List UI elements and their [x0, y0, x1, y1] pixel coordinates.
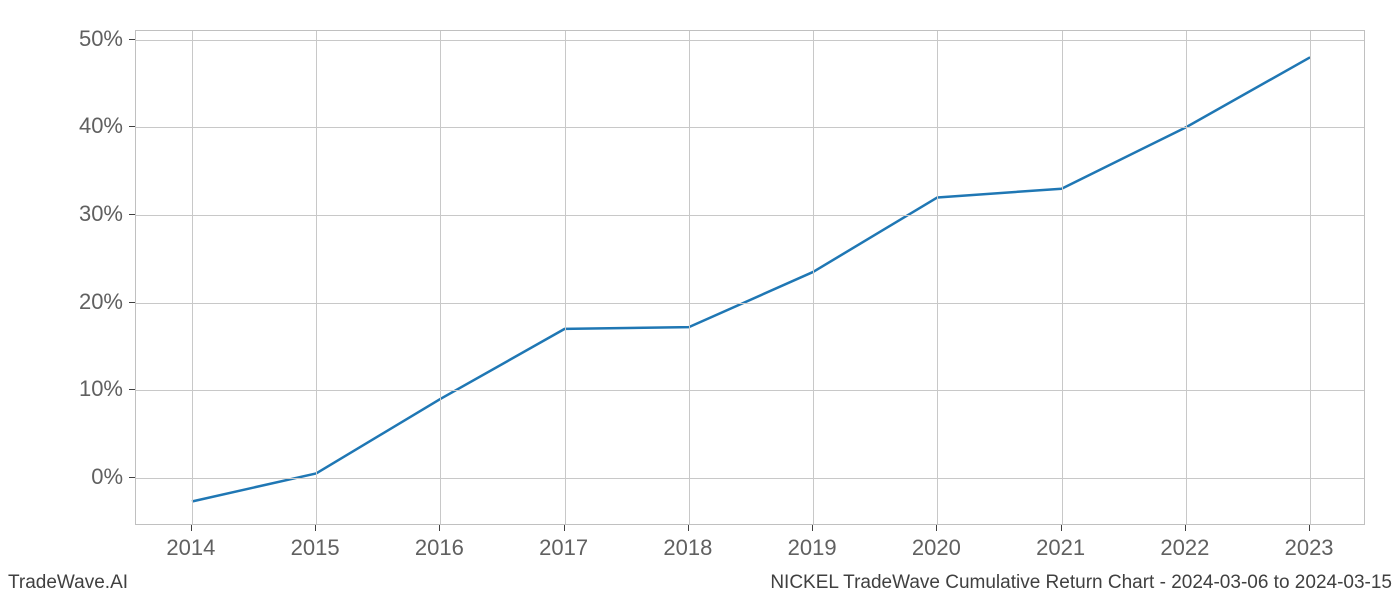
grid-line-vertical [316, 31, 317, 524]
grid-line-horizontal [136, 478, 1364, 479]
y-tick-label: 0% [75, 464, 123, 490]
x-tick-label: 2016 [415, 535, 464, 561]
x-tick-label: 2017 [539, 535, 588, 561]
y-tick-label: 40% [75, 113, 123, 139]
grid-line-horizontal [136, 303, 1364, 304]
grid-line-horizontal [136, 40, 1364, 41]
grid-line-vertical [689, 31, 690, 524]
grid-line-horizontal [136, 127, 1364, 128]
y-tick-mark [129, 302, 135, 303]
x-tick-label: 2018 [663, 535, 712, 561]
x-tick-mark [936, 525, 937, 531]
grid-line-vertical [1186, 31, 1187, 524]
grid-line-vertical [440, 31, 441, 524]
x-tick-label: 2014 [166, 535, 215, 561]
plot-area [135, 30, 1365, 525]
x-tick-label: 2019 [788, 535, 837, 561]
y-tick-label: 50% [75, 26, 123, 52]
x-tick-mark [812, 525, 813, 531]
grid-line-vertical [565, 31, 566, 524]
x-tick-mark [564, 525, 565, 531]
footer-brand: TradeWave.AI [8, 572, 128, 594]
y-tick-label: 30% [75, 201, 123, 227]
y-tick-mark [129, 214, 135, 215]
grid-line-vertical [1062, 31, 1063, 524]
x-tick-mark [191, 525, 192, 531]
series-line [192, 57, 1310, 501]
grid-line-vertical [1310, 31, 1311, 524]
grid-line-vertical [192, 31, 193, 524]
x-tick-label: 2020 [912, 535, 961, 561]
x-tick-mark [688, 525, 689, 531]
y-tick-mark [129, 389, 135, 390]
footer-chart-title: NICKEL TradeWave Cumulative Return Chart… [770, 572, 1392, 594]
y-tick-mark [129, 126, 135, 127]
chart-container: TradeWave.AI NICKEL TradeWave Cumulative… [0, 0, 1400, 600]
x-tick-label: 2023 [1285, 535, 1334, 561]
y-tick-mark [129, 39, 135, 40]
x-tick-label: 2021 [1036, 535, 1085, 561]
grid-line-horizontal [136, 215, 1364, 216]
y-tick-label: 10% [75, 376, 123, 402]
grid-line-vertical [937, 31, 938, 524]
y-tick-mark [129, 477, 135, 478]
x-tick-label: 2022 [1160, 535, 1209, 561]
x-tick-mark [439, 525, 440, 531]
x-tick-mark [1185, 525, 1186, 531]
x-tick-mark [315, 525, 316, 531]
grid-line-vertical [813, 31, 814, 524]
y-tick-label: 20% [75, 289, 123, 315]
grid-line-horizontal [136, 390, 1364, 391]
x-tick-label: 2015 [291, 535, 340, 561]
line-layer [136, 31, 1366, 526]
x-tick-mark [1061, 525, 1062, 531]
x-tick-mark [1309, 525, 1310, 531]
